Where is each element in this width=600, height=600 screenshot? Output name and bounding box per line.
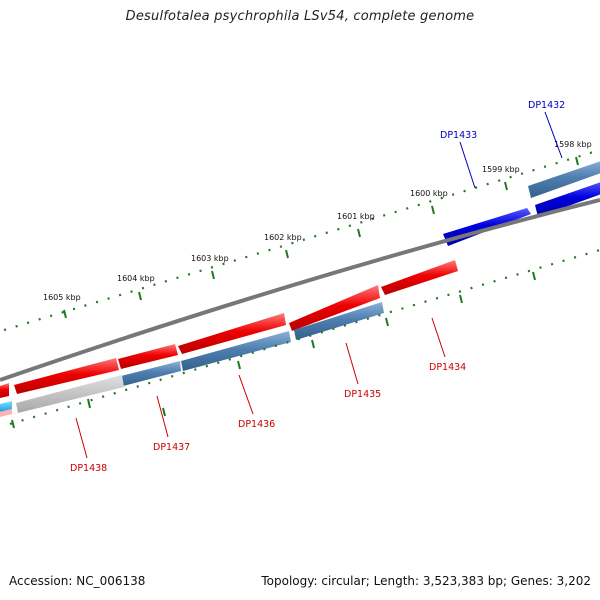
major-tick <box>63 309 67 319</box>
major-tick <box>575 156 579 166</box>
kbp-labels: 1605 kbp 1604 kbp 1603 kbp 1602 kbp 1601… <box>43 140 592 302</box>
feature-dp1436[interactable] <box>181 331 291 371</box>
major-tick <box>532 271 536 281</box>
gene-label-dp1434[interactable]: DP1434 <box>429 362 466 373</box>
gene-label-dp1433[interactable]: DP1433 <box>440 130 477 141</box>
leader-dp1437 <box>156 395 169 438</box>
major-tick <box>385 317 389 327</box>
outer-dotted-line <box>3 148 600 332</box>
major-tick <box>138 291 142 301</box>
leader-dp1432 <box>544 111 563 159</box>
kbp-label: 1604 kbp <box>117 274 155 283</box>
accession-label: Accession: NC_006138 <box>9 574 146 588</box>
gene-label-dp1432[interactable]: DP1432 <box>528 100 565 111</box>
leader-dp1436 <box>238 374 254 415</box>
major-tick <box>11 419 15 429</box>
label-leaders <box>75 111 563 459</box>
major-tick <box>357 228 361 238</box>
major-tick <box>459 294 463 304</box>
feature-dp1438-grey[interactable] <box>16 375 124 413</box>
gene-label-dp1437[interactable]: DP1437 <box>153 442 190 453</box>
reverse-strand-genes <box>0 260 458 398</box>
outer-tick-track <box>3 148 600 332</box>
major-tick <box>237 360 241 370</box>
kbp-label: 1605 kbp <box>43 293 81 302</box>
genome-title: Desulfotalea psychrophila LSv54, complet… <box>125 9 475 24</box>
inner-tick-track <box>9 248 600 429</box>
leader-dp1433 <box>459 141 476 189</box>
gene-dp1435[interactable] <box>289 285 380 331</box>
genome-backbone <box>0 198 600 382</box>
kbp-label: 1598 kbp <box>554 140 592 149</box>
gene-dp1438[interactable] <box>14 358 119 394</box>
major-tick <box>504 181 508 191</box>
kbp-label: 1601 kbp <box>337 212 375 221</box>
gene-dp1432-rna[interactable] <box>528 160 600 198</box>
gene-dp1433[interactable] <box>443 208 531 246</box>
gene-dp1436[interactable] <box>178 313 286 354</box>
gene-labels: DP1432 DP1433 DP1434 DP1435 DP1436 DP143… <box>70 100 565 474</box>
major-tick <box>431 205 435 215</box>
major-tick <box>285 249 289 259</box>
secondary-feature-track <box>0 302 384 417</box>
major-tick <box>162 407 166 417</box>
gene-dp1437[interactable] <box>118 344 178 369</box>
leader-dp1438 <box>75 417 88 459</box>
gene-dp1432[interactable] <box>535 181 600 217</box>
kbp-label: 1602 kbp <box>264 233 302 242</box>
kbp-label: 1600 kbp <box>410 189 448 198</box>
gene-partial-left[interactable] <box>0 383 9 398</box>
major-tick <box>87 398 91 409</box>
gene-dp1434[interactable] <box>381 260 458 295</box>
major-tick <box>211 270 215 280</box>
topology-label: Topology: circular; Length: 3,523,383 bp… <box>261 574 591 588</box>
gene-label-dp1436[interactable]: DP1436 <box>238 419 275 430</box>
gene-label-dp1435[interactable]: DP1435 <box>344 389 381 400</box>
feature-dp1437[interactable] <box>121 361 181 386</box>
gene-label-dp1438[interactable]: DP1438 <box>70 463 107 474</box>
leader-dp1434 <box>431 317 446 358</box>
kbp-label: 1599 kbp <box>482 165 520 174</box>
feature-partial-cyan[interactable] <box>0 401 12 412</box>
major-tick <box>311 339 315 349</box>
feature-dp1435[interactable] <box>294 302 384 340</box>
feature-partial-pink[interactable] <box>0 409 12 417</box>
leader-dp1435 <box>345 342 359 385</box>
kbp-label: 1603 kbp <box>191 254 229 263</box>
